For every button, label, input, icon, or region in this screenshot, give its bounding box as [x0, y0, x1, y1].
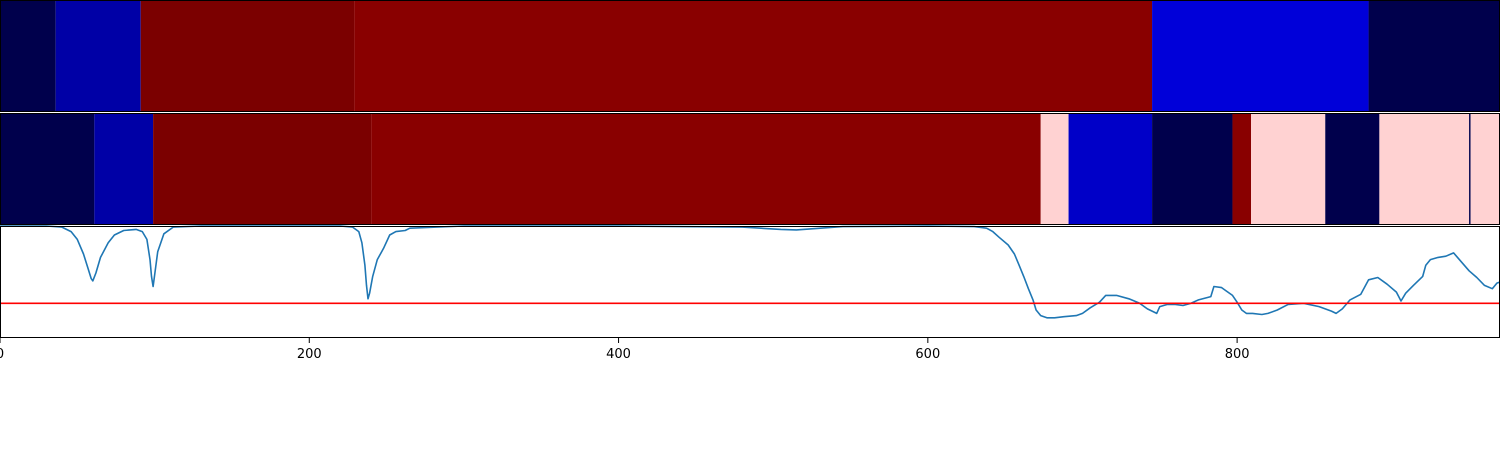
track-1-segment-3: [140, 0, 355, 112]
track-2-segment-5: [1040, 113, 1069, 225]
x-tick-label-400: 400: [606, 347, 631, 362]
track-2-segment-6: [1068, 113, 1153, 225]
x-axis: 0 200 400 600 800: [0, 338, 1250, 362]
track-2-segment-8: [1232, 113, 1252, 225]
track-2-segment-13: [1470, 113, 1500, 225]
series-line: [0, 225, 1500, 319]
line-panel: [0, 225, 1500, 319]
track-2-segment-1: [0, 113, 95, 225]
track-2-segment-4: [371, 113, 1041, 225]
track-2-segment-9: [1251, 113, 1326, 225]
x-tick-label-800: 800: [1225, 347, 1250, 362]
heatmap-track-2: [0, 113, 1500, 225]
track-1-segment-1: [0, 0, 56, 112]
track-1-segment-4: [354, 0, 1153, 112]
track-1-segment-2: [55, 0, 141, 112]
track-2-segment-10: [1325, 113, 1380, 225]
track-1-segment-5: [1152, 0, 1369, 112]
track-2-segment-12: [1469, 113, 1471, 225]
x-tick-label-600: 600: [915, 347, 940, 362]
track-2-segment-11: [1379, 113, 1470, 225]
track-1-segment-6: [1368, 0, 1500, 112]
track-2-segment-7: [1152, 113, 1233, 225]
heatmap-track-1: [0, 0, 1500, 112]
x-tick-label-200: 200: [297, 347, 322, 362]
track-2-segment-3: [153, 113, 372, 225]
track-2-segment-2: [94, 113, 154, 225]
x-tick-label-0: 0: [0, 347, 4, 362]
